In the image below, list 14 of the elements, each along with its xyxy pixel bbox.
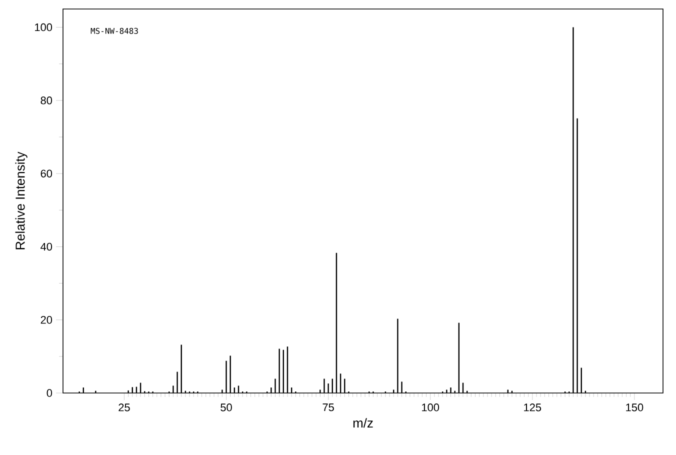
- y-tick-label: 0: [46, 389, 52, 397]
- x-tick-label: 50: [220, 404, 232, 412]
- x-tick-label: 100: [422, 404, 440, 412]
- y-axis-title: Relative Intensity: [15, 152, 28, 250]
- x-axis-title: m/z: [353, 418, 373, 428]
- x-tick-label: 125: [524, 404, 542, 412]
- y-tick-label: 20: [40, 316, 52, 324]
- x-tick-label: 25: [118, 404, 130, 412]
- y-tick-label: 100: [35, 23, 52, 32]
- y-tick-label: 60: [40, 170, 52, 178]
- y-tick-label: 40: [40, 242, 52, 251]
- x-tick-label: 150: [626, 404, 644, 412]
- x-tick-label: 75: [322, 404, 334, 412]
- y-tick-label: 80: [40, 96, 52, 104]
